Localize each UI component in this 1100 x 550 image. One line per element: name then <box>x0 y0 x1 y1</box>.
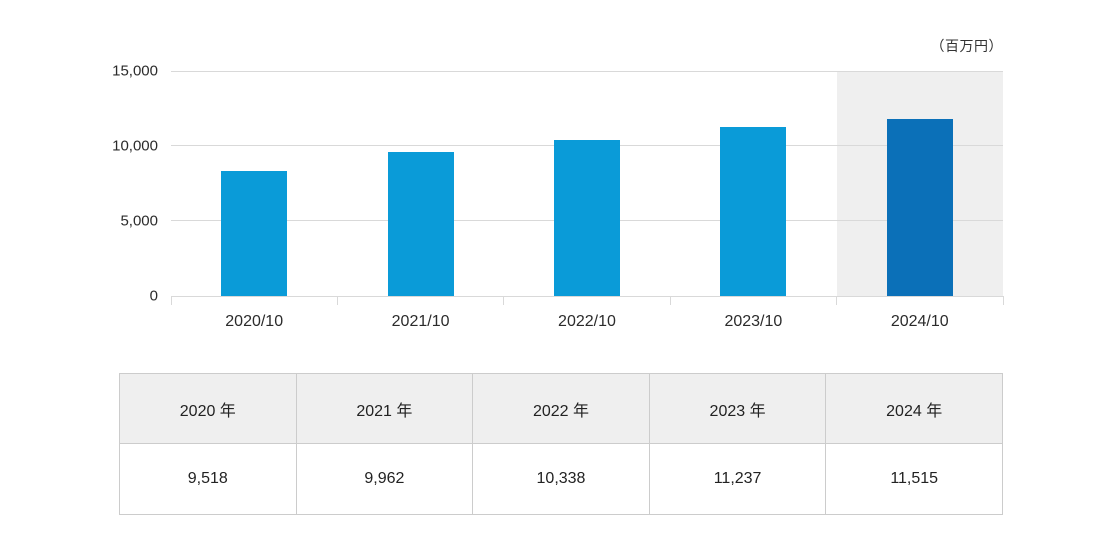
y-tick-label: 5,000 <box>120 212 158 230</box>
y-tick-label: 0 <box>149 287 158 305</box>
y-tick-label: 15,000 <box>112 62 158 80</box>
bar-2023-10 <box>720 126 787 296</box>
bar-2022-10 <box>554 140 620 296</box>
x-axis-tick <box>336 296 338 305</box>
bar-2021-10 <box>387 151 454 296</box>
x-axis-label: 2023/10 <box>724 313 783 330</box>
x-axis-tick <box>836 296 838 305</box>
data-table: 2020 年 2021 年 2022 年 2023 年 2024 年 9,518 9,96… <box>119 373 1003 515</box>
table-value-cell: 11,515 <box>825 443 1003 515</box>
x-axis-labels: 2020/10 2021/10 2022/10 2023/10 2024/10 <box>171 296 1003 331</box>
table-header-cell: 2024 年 <box>825 373 1003 444</box>
plot-area <box>171 70 1003 297</box>
table-value-cell: 9,962 <box>295 443 474 515</box>
x-axis-ticks <box>170 296 1004 305</box>
table-header-row: 2020 年 2021 年 2022 年 2023 年 2024 年 <box>119 373 1003 444</box>
x-axis-label: 2022/10 <box>558 313 616 330</box>
table-header-cell: 2023 年 <box>648 373 827 444</box>
table-value-cell: 11,237 <box>648 443 827 515</box>
bar-2024-10 <box>886 119 953 296</box>
x-axis-tick <box>669 296 671 305</box>
table-value-row: 9,518 9,962 10,338 11,237 11,515 <box>119 443 1003 515</box>
y-tick-label: 10,000 <box>112 137 158 155</box>
table-header-cell: 2020 年 <box>119 373 297 444</box>
bar-2020-10 <box>221 170 288 296</box>
x-axis-label: 2020/10 <box>225 313 284 330</box>
x-axis-tick <box>170 296 172 305</box>
table-value-cell: 10,338 <box>472 443 650 515</box>
x-axis-tick <box>503 296 505 305</box>
unit-label: （百万円） <box>930 38 1003 54</box>
gridline <box>171 70 1003 72</box>
table-value-cell: 9,518 <box>119 443 297 515</box>
x-axis-tick <box>1002 296 1004 305</box>
table-header-cell: 2021 年 <box>295 373 474 444</box>
data-table-wrap: 2020 年 2021 年 2022 年 2023 年 2024 年 9,518 9,96… <box>119 373 1003 515</box>
y-axis-labels: 15,000 10,000 5,000 0 <box>0 63 158 305</box>
table-header-cell: 2022 年 <box>472 373 650 444</box>
gridline <box>171 295 1003 297</box>
x-axis-label: 2021/10 <box>391 313 450 330</box>
x-axis-label: 2024/10 <box>890 313 949 330</box>
